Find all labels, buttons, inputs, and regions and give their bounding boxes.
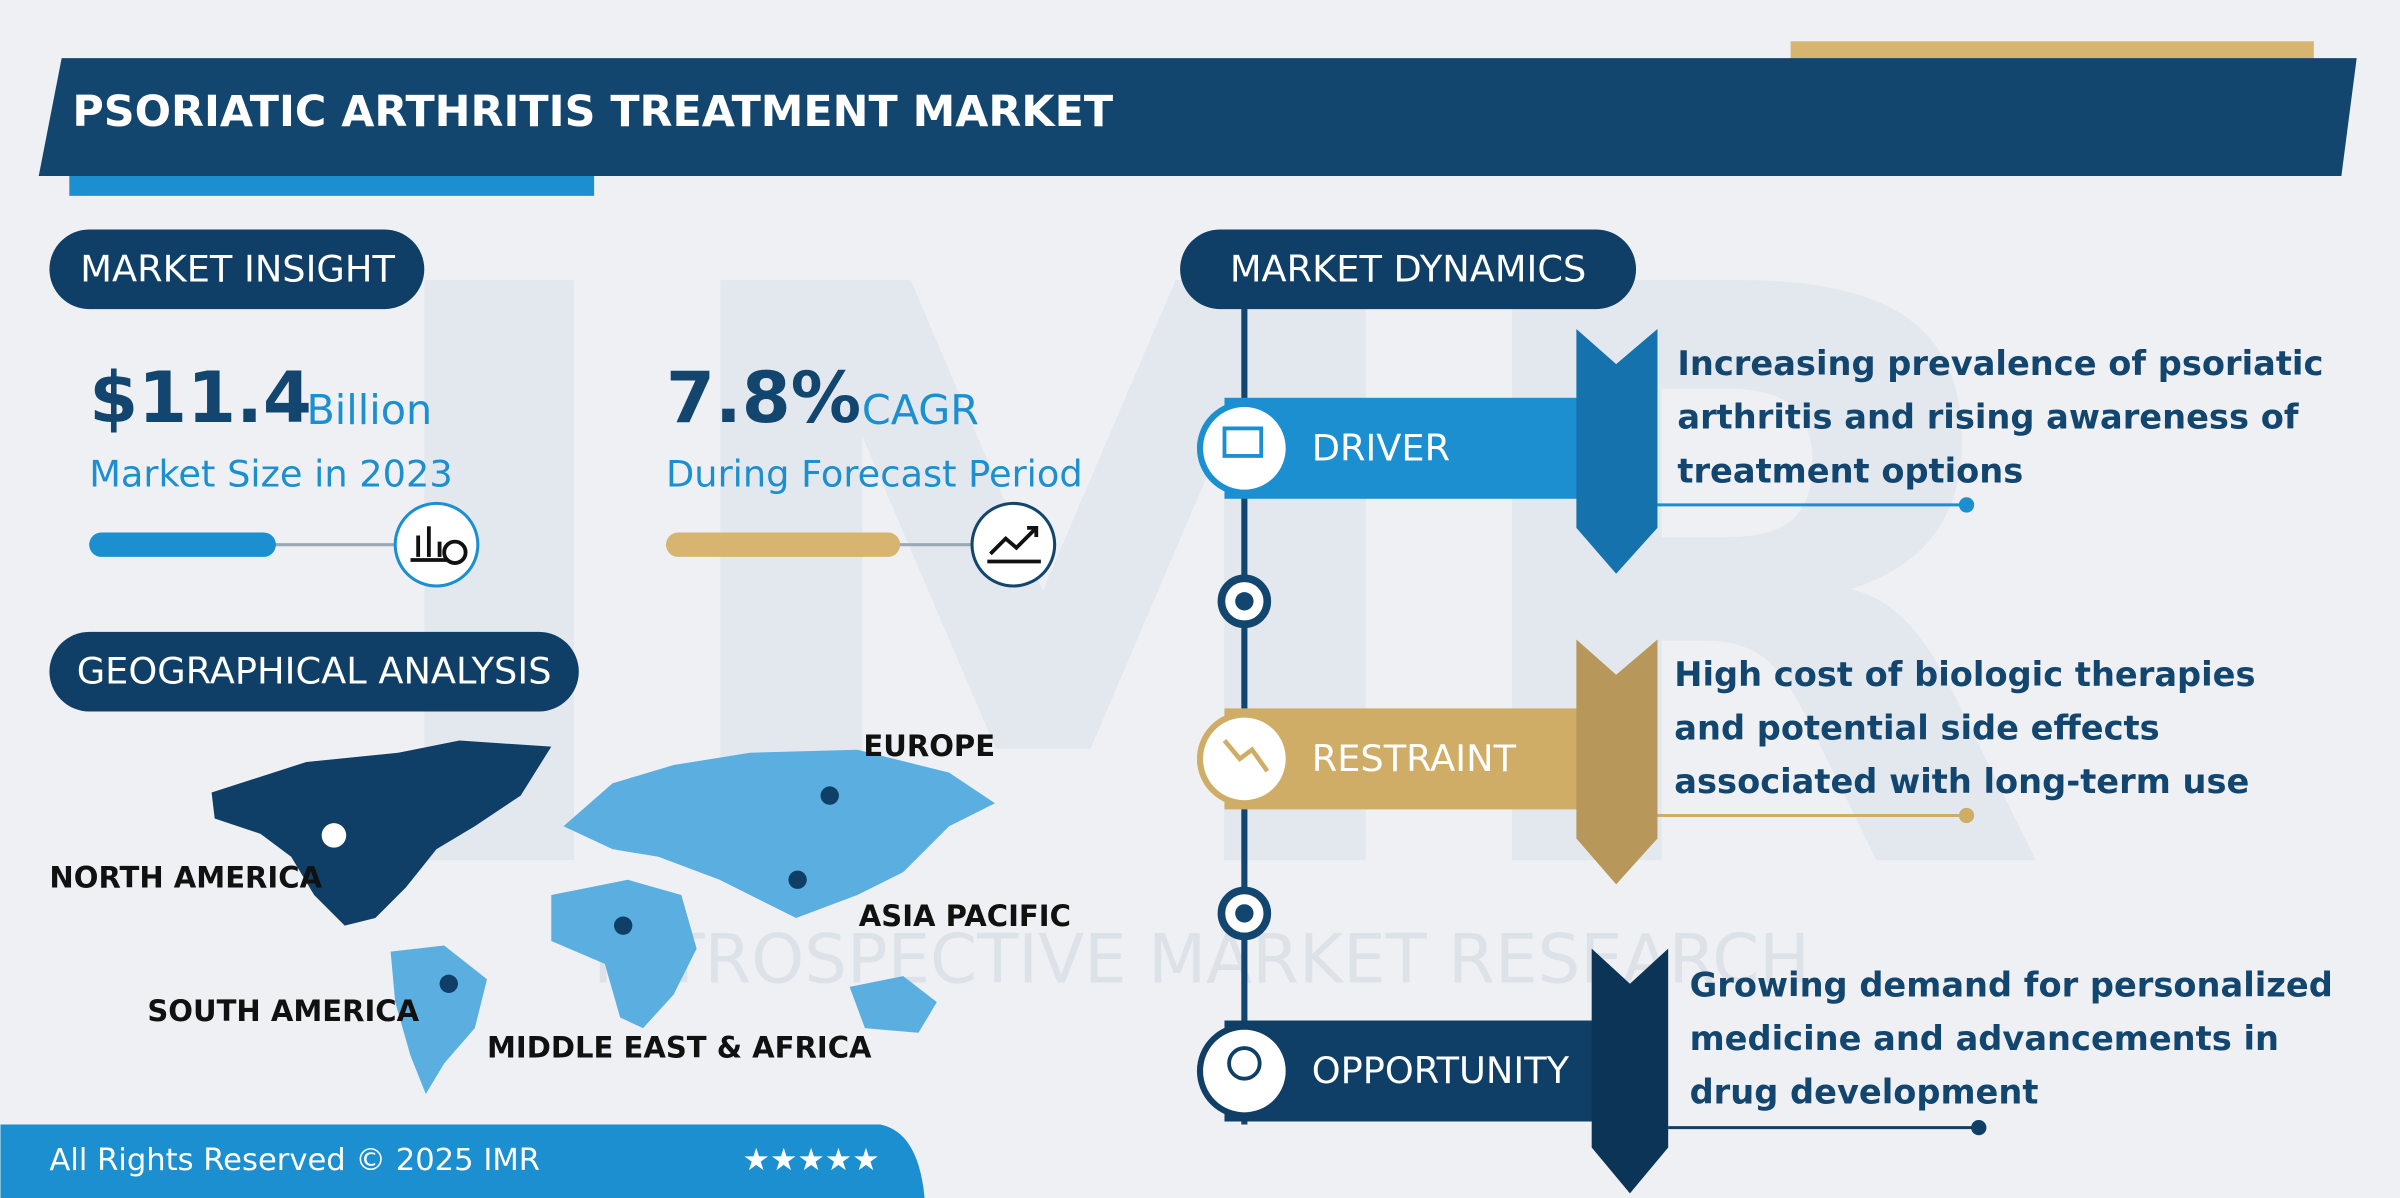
footer-bar	[0, 1124, 925, 1198]
title-banner	[38, 58, 2357, 176]
region-label: MIDDLE EAST & AFRICA	[487, 1031, 872, 1065]
icon-circle	[1196, 400, 1292, 496]
continent	[211, 740, 552, 926]
dynamics-text: treatment options	[1677, 451, 2023, 490]
connector	[1235, 592, 1254, 611]
dynamics-text: Increasing prevalence of psoriatic	[1677, 344, 2323, 383]
dynamics-text: associated with long-term use	[1674, 762, 2249, 801]
section-pill	[49, 631, 579, 712]
dynamics-flag	[1576, 328, 1658, 574]
icon-circle	[393, 501, 480, 588]
continent	[390, 945, 488, 1094]
map-pin	[439, 974, 458, 993]
map-pin	[788, 870, 807, 889]
title: PSORIATIC ARTHRITIS TREATMENT MARKET	[72, 87, 1113, 137]
dynamics-flag	[1591, 948, 1669, 1194]
stat-label: During Forecast Period	[666, 452, 1083, 495]
underline-dot	[1971, 1119, 1987, 1136]
region-label: SOUTH AMERICA	[147, 994, 419, 1028]
stat-value: $11.4	[89, 357, 312, 439]
stat-unit: Billion	[306, 386, 432, 434]
region-label: EUROPE	[863, 729, 995, 763]
region-label: NORTH AMERICA	[49, 861, 322, 895]
stat-label: Market Size in 2023	[89, 452, 453, 495]
dynamics-text: High cost of biologic therapies	[1674, 655, 2255, 694]
dynamics-label: RESTRAINT	[1312, 737, 1517, 780]
section-pill	[49, 229, 425, 310]
map-pin	[614, 916, 633, 935]
progress-fill	[666, 532, 901, 557]
dynamics-label: DRIVER	[1312, 426, 1450, 469]
world-map	[211, 740, 995, 1094]
region-label: ASIA PACIFIC	[859, 899, 1071, 933]
restraint-icon	[1222, 739, 1270, 773]
stat-unit: CAGR	[862, 386, 979, 434]
dynamics-text: arthritis and rising awareness of	[1677, 398, 2298, 437]
dynamics-flag	[1576, 639, 1658, 885]
section-heading: GEOGRAPHICAL ANALYSIS	[77, 650, 552, 693]
accent-strip	[1790, 41, 2314, 60]
dynamics-text: Growing demand for personalized	[1690, 965, 2333, 1004]
dynamics-text: medicine and advancements in	[1690, 1019, 2279, 1058]
continent	[551, 879, 697, 1029]
driver-icon	[1222, 426, 1264, 458]
map-pin	[321, 823, 347, 848]
continent	[563, 749, 995, 919]
section-heading: MARKET INSIGHT	[80, 247, 395, 290]
opportunity-icon	[1227, 1046, 1262, 1081]
money-icon	[410, 526, 468, 565]
footer-text: All Rights Reserved © 2025 IMR	[49, 1143, 540, 1178]
dynamics-text: drug development	[1690, 1072, 2039, 1111]
underline-dot	[1958, 497, 1975, 513]
underline-dot	[1958, 807, 1975, 824]
progress-fill	[89, 532, 276, 557]
rating: ★★★★★	[743, 1143, 880, 1178]
dynamics-label: OPPORTUNITY	[1312, 1049, 1570, 1092]
dynamics-text: and potential side effects	[1674, 708, 2159, 747]
icon-circle	[1196, 1023, 1292, 1119]
growth-icon	[987, 525, 1041, 564]
continent	[849, 976, 937, 1033]
icon-circle	[1196, 711, 1292, 807]
section-heading: MARKET DYNAMICS	[1230, 247, 1586, 290]
stat-value: 7.8%	[666, 357, 861, 439]
connector	[1235, 904, 1254, 923]
section-pill	[1180, 229, 1637, 310]
map-pin	[820, 786, 839, 805]
